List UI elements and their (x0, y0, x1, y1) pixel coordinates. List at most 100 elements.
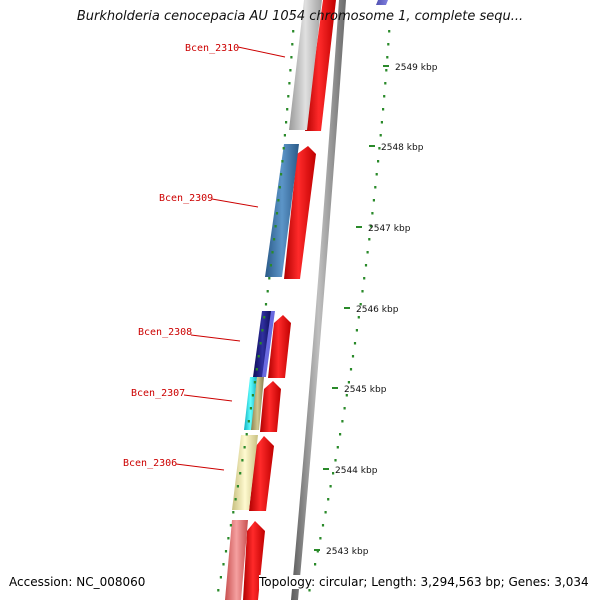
scale-dot (372, 199, 375, 202)
scale-dot (321, 524, 325, 527)
gene-block-next[interactable] (225, 520, 248, 600)
scale-tick-label: 2545 kbp (344, 385, 387, 395)
scale-dot (382, 108, 385, 111)
scale-dot (334, 459, 337, 462)
scale-dot (239, 472, 242, 475)
scale-tick-label: 2548 kbp (381, 143, 424, 153)
scale-dot (341, 420, 344, 423)
scale-dot (385, 69, 388, 72)
scale-dots (217, 30, 391, 592)
gene-labels: Bcen_2310 Bcen_2309 Bcen_2308 Bcen_2307 … (123, 43, 286, 471)
scale-dot (286, 108, 289, 111)
gene-block-bcen-2307[interactable] (244, 377, 257, 430)
top-gene-fragment[interactable] (376, 0, 388, 5)
scale-dot (269, 264, 272, 267)
scale-dot (224, 550, 228, 553)
scale-tick-label: 2544 kbp (335, 466, 378, 476)
scale-dot (387, 43, 390, 46)
scale-dot (241, 459, 244, 462)
scale-dot (288, 82, 291, 85)
gene-label-bcen-2310[interactable]: Bcen_2310 (185, 43, 239, 54)
scale-dot (278, 186, 281, 189)
scale-dot (314, 563, 317, 566)
scale-dot (292, 30, 295, 33)
scale-dot (251, 394, 254, 397)
gene-block-bcen-2310[interactable] (289, 0, 322, 130)
gene-block-bcen-2307b[interactable] (251, 377, 264, 430)
cds-arrow[interactable] (268, 315, 291, 378)
scale-dot (271, 251, 274, 254)
scale-dot (291, 43, 294, 46)
scale-dot (264, 303, 268, 306)
scale-dot (324, 511, 327, 514)
scale-tick-label: 2543 kbp (326, 547, 369, 557)
scale-dot (217, 589, 220, 592)
scale-dot (234, 498, 237, 501)
scale-dot (366, 251, 369, 254)
scale-dot (253, 381, 256, 384)
gene-label-bcen-2308[interactable]: Bcen_2308 (138, 327, 192, 338)
leader-line (237, 46, 286, 58)
cds-arrow[interactable] (284, 146, 316, 279)
gene-block-bcen-2306[interactable] (232, 435, 258, 510)
scale-dot (285, 121, 288, 124)
scale-dot (257, 355, 260, 358)
scale-dot (349, 368, 353, 371)
gene-block-bcen-2308[interactable] (253, 311, 272, 377)
scale-dot (383, 95, 386, 98)
chromosome-backbone (291, 0, 346, 600)
gene-block-bcen-2308b[interactable] (262, 311, 275, 377)
scale-dot (283, 134, 286, 137)
scale-dot (255, 368, 258, 371)
cds-arrow[interactable] (305, 0, 336, 131)
scale-dot (290, 56, 293, 59)
leader-line (190, 334, 241, 342)
scale-dot (336, 446, 339, 449)
scale-ticks: 2549 kbp 2548 kbp 2547 kbp 2546 kbp 2545… (314, 63, 438, 557)
scale-tick-label: 2549 kbp (395, 63, 438, 73)
scale-dot (316, 550, 319, 553)
map-title: Burkholderia cenocepacia AU 1054 chromos… (76, 9, 524, 24)
scale-dot (249, 407, 252, 410)
leader-line (175, 463, 225, 471)
scale-dot (353, 342, 357, 345)
scale-dot (374, 186, 377, 189)
scale-dot (259, 342, 262, 345)
gene-block-bcen-2309[interactable] (265, 144, 299, 277)
scale-dot (332, 472, 335, 475)
cds-arrow[interactable] (260, 381, 281, 432)
scale-dot (232, 511, 235, 514)
scale-dot (277, 199, 280, 202)
scale-dot (357, 316, 360, 319)
scale-dot (351, 355, 355, 358)
scale-dot (363, 277, 366, 280)
scale-dot (327, 498, 330, 501)
scale-dot (347, 381, 350, 384)
scale-dot (343, 407, 346, 410)
scale-dot (368, 238, 371, 241)
scale-dot (375, 173, 378, 176)
scale-dot (281, 160, 284, 163)
scale-dot (266, 290, 269, 293)
scale-dot (339, 433, 342, 436)
scale-dot (219, 576, 222, 579)
gene-label-bcen-2309[interactable]: Bcen_2309 (159, 193, 213, 204)
scale-tick-label: 2546 kbp (356, 305, 399, 315)
scale-dot (388, 30, 391, 33)
scale-dot (345, 394, 348, 397)
scale-dot (308, 589, 311, 592)
scale-dot (268, 277, 271, 280)
gene-track (225, 0, 322, 600)
scale-dot (287, 95, 290, 98)
scale-dot (378, 147, 381, 150)
accession-text: Accession: NC_008060 (9, 575, 146, 589)
scale-tick-label: 2547 kbp (368, 224, 411, 234)
scale-dot (329, 485, 332, 488)
scale-dot (236, 485, 239, 488)
gene-label-bcen-2307[interactable]: Bcen_2307 (131, 388, 185, 399)
scale-dot (243, 446, 246, 449)
gene-label-bcen-2306[interactable]: Bcen_2306 (123, 458, 177, 469)
scale-dot (261, 329, 264, 332)
